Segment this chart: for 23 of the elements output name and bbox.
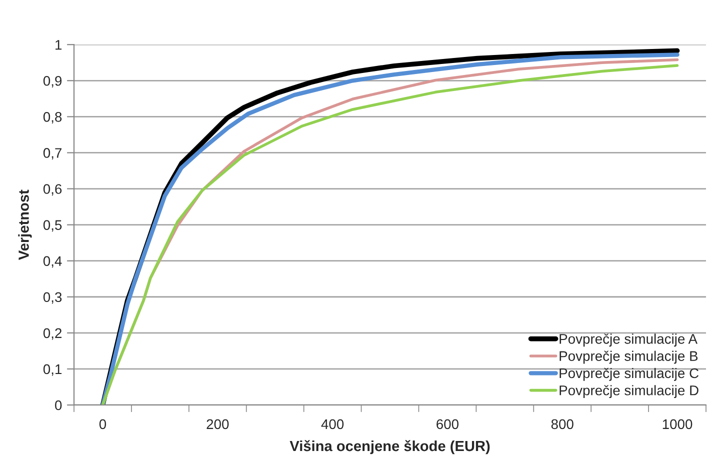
y-tick-label: 0,5 [43,220,62,232]
x-tick-label: 1000 [662,419,692,430]
y-tick-label: 0,1 [43,364,62,376]
y-tick-label: 0,7 [43,148,62,160]
x-tick-label: 600 [436,419,458,430]
legend-label: Povprečje simulacije B [560,350,698,364]
x-tick-label: 800 [551,419,574,430]
y-tick-label: 0,2 [43,328,62,340]
x-axis-title: Višina ocenjene škode (EUR) [290,440,490,454]
y-tick-label: 0,3 [43,292,62,304]
x-tick-label: 200 [206,419,229,430]
y-axis-title: Verjetnost [18,190,32,260]
y-tick-label: 0 [55,400,62,410]
y-tick-label: 0,8 [43,112,62,124]
y-tick-label: 0,6 [43,184,62,196]
y-tick-label: 0,4 [43,256,62,268]
x-tick-label: 0 [99,419,106,430]
legend-label: Povprečje simulacije A [560,334,698,347]
x-tick-label: 400 [321,419,344,430]
y-tick-label: 0,9 [43,76,62,88]
legend-label: Povprečje simulacije D [560,385,698,398]
y-tick-label: 1 [56,40,62,50]
legend-label: Povprečje simulacije C [560,368,699,381]
